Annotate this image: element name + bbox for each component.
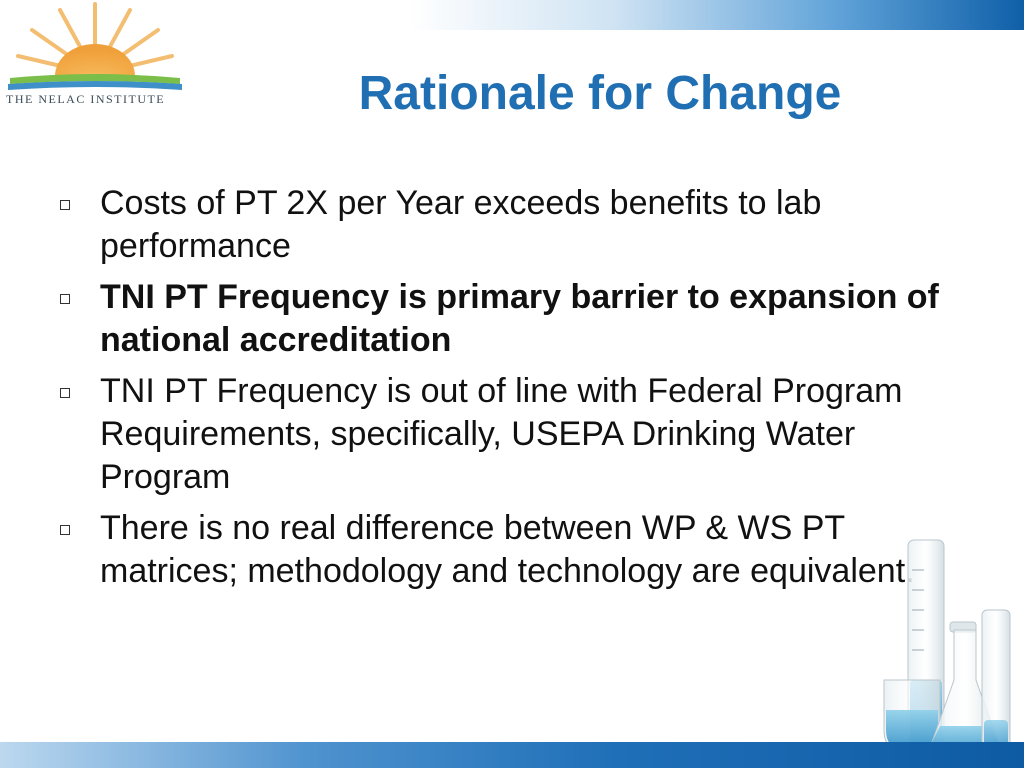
square-bullet-icon (60, 388, 70, 398)
square-bullet-icon (60, 525, 70, 535)
header-gradient-bar (0, 0, 1024, 30)
slide-title: Rationale for Change (358, 67, 842, 120)
test-tube-icon (981, 609, 1011, 751)
bullet-item: TNI PT Frequency is out of line with Fed… (60, 370, 960, 499)
bullet-text: TNI PT Frequency is primary barrier to e… (100, 278, 939, 359)
bullet-list: Costs of PT 2X per Year exceeds benefits… (60, 182, 960, 601)
square-bullet-icon (60, 294, 70, 304)
logo-text: THE NELAC INSTITUTE (6, 92, 166, 106)
bullet-text: TNI PT Frequency is out of line with Fed… (100, 372, 903, 496)
bullet-item: There is no real difference between WP &… (60, 507, 960, 593)
nelac-logo: THE NELAC INSTITUTE (0, 0, 190, 118)
bullet-item: TNI PT Frequency is primary barrier to e… (60, 276, 960, 362)
bullet-text: There is no real difference between WP &… (100, 509, 915, 590)
footer-gradient-bar (0, 742, 1024, 768)
sun-icon (8, 2, 182, 90)
bullet-item: Costs of PT 2X per Year exceeds benefits… (60, 182, 960, 268)
bullet-text: Costs of PT 2X per Year exceeds benefits… (100, 184, 822, 265)
beaker-icon (883, 679, 941, 753)
lab-flasks-illustration (870, 530, 1024, 768)
square-bullet-icon (60, 200, 70, 210)
